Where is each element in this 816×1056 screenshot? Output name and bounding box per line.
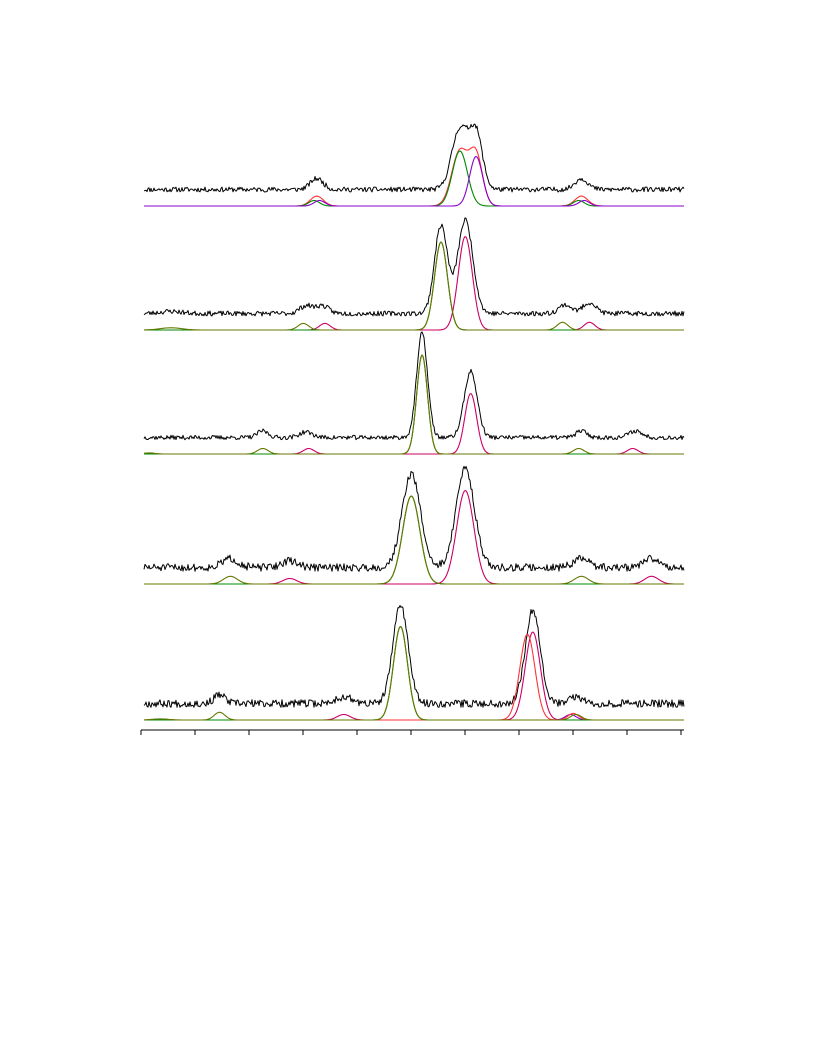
panel-2-component-c-line xyxy=(144,236,684,331)
spectrum-panel-2 xyxy=(143,217,685,331)
panel-2-component-a-line xyxy=(144,241,684,331)
panel-3-experimental-line xyxy=(143,331,685,441)
panel-3-component-d-line xyxy=(143,354,684,455)
spectrum-panel-3 xyxy=(143,331,685,455)
panel-5-component-d-line xyxy=(143,626,684,721)
panel-4-component-c-line xyxy=(144,490,684,585)
spectra-panels xyxy=(143,123,685,721)
panel-2-component-d-line xyxy=(144,241,684,331)
spectrum-panel-1 xyxy=(143,123,685,207)
panel-1-experimental-line xyxy=(143,123,685,193)
x-axis xyxy=(140,729,684,735)
panel-4-experimental-line xyxy=(143,465,685,572)
panel-4-component-a-line xyxy=(144,495,684,585)
spectrum-panel-4 xyxy=(143,465,685,585)
panel-2-experimental-line xyxy=(143,217,685,317)
panel-1-component-a-line xyxy=(144,150,684,207)
panel-1-component-b-line xyxy=(144,155,684,207)
spectrum-panel-5 xyxy=(143,605,685,721)
panel-1-total-fit-line xyxy=(144,146,684,207)
panel-4-component-d-line xyxy=(144,495,684,585)
panel-5-experimental-line xyxy=(143,605,685,708)
